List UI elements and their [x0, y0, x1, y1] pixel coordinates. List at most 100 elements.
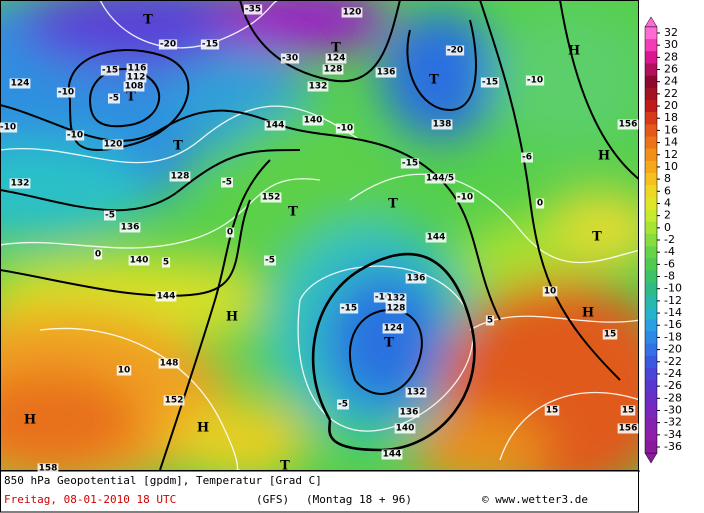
contour-label: 144 — [383, 450, 402, 460]
colorbar-label: 12 — [664, 148, 678, 161]
contour-label: 136 — [377, 68, 396, 78]
pressure-center: T — [388, 197, 398, 212]
colorbar-swatch — [645, 173, 657, 186]
contour-label: 144/5 — [426, 174, 454, 184]
contour-label: 152 — [165, 396, 184, 406]
label-background — [400, 158, 420, 169]
label-background — [65, 130, 85, 141]
pressure-center: H — [24, 413, 36, 428]
label-background — [542, 286, 558, 297]
label-background — [302, 115, 324, 126]
contour-label: 144 — [157, 292, 176, 302]
colorbar-label: 4 — [664, 196, 671, 209]
label-background — [617, 423, 639, 434]
colorbar-swatch — [645, 258, 657, 271]
label-background — [431, 119, 453, 130]
colorbar-swatch — [645, 392, 657, 405]
colorbar-swatch — [645, 124, 657, 137]
contour-label: 132 — [309, 82, 328, 92]
footer-date: Freitag, 08-01-2010 18 UTC — [4, 493, 176, 506]
colorbar-label: -12 — [664, 294, 682, 307]
label-background — [405, 273, 427, 284]
colorbar-swatch — [645, 416, 657, 430]
colorbar-swatch — [645, 270, 657, 283]
colorbar-label: -14 — [664, 306, 682, 319]
label-background — [169, 171, 191, 182]
label-background — [445, 45, 465, 56]
contour-label: -10 — [58, 88, 74, 98]
label-background — [385, 303, 407, 314]
colorbar-swatch — [645, 185, 657, 198]
colorbar-label: -18 — [664, 330, 682, 343]
footer-title: 850 hPa Geopotential [gpdm], Temperatur … — [4, 474, 322, 487]
footer-model: (GFS) — [256, 493, 289, 506]
contour-label: -5 — [109, 94, 119, 104]
label-background — [424, 173, 456, 184]
footer-frame — [0, 470, 639, 513]
colorbar-label: 24 — [664, 75, 678, 88]
contour-label: 132 — [407, 388, 426, 398]
label-background — [163, 395, 185, 406]
label-background — [37, 463, 59, 474]
contour-label: -5 — [338, 400, 348, 410]
label-background — [104, 210, 116, 221]
label-background — [521, 152, 533, 163]
colorbar-label: 26 — [664, 63, 678, 76]
label-background — [375, 67, 397, 78]
label-background — [102, 139, 124, 150]
label-background — [381, 449, 403, 460]
colorbar-label: -34 — [664, 428, 682, 441]
contour-label: 128 — [171, 172, 190, 182]
colorbar-swatch — [645, 355, 657, 369]
colorbar: 32302826242220181614121086420-2-4-6-8-10… — [644, 16, 682, 464]
contour-label: -10 — [457, 193, 473, 203]
pressure-center: T — [173, 139, 183, 154]
pressure-center: T — [288, 205, 298, 220]
colorbar-swatch — [645, 26, 657, 40]
label-background — [617, 119, 639, 130]
contour-label: 124 — [384, 324, 403, 334]
colorbar-swatch — [645, 343, 657, 356]
contour-label: -15 — [341, 304, 357, 314]
colorbar-label: 0 — [664, 221, 671, 234]
colorbar-label: -2 — [664, 233, 675, 246]
colorbar-swatch — [645, 63, 657, 76]
temperature-field — [1, 1, 638, 470]
contour-label: 136 — [121, 223, 140, 233]
label-background — [620, 405, 636, 416]
colorbar-swatch — [645, 331, 657, 344]
contour-label: 148 — [160, 359, 179, 369]
label-background — [335, 123, 355, 134]
colorbar-label: -30 — [664, 403, 682, 416]
pressure-center: T — [331, 41, 341, 56]
contour-label: -10 — [67, 131, 83, 141]
pressure-center: T — [384, 336, 394, 351]
colorbar-swatch — [645, 99, 657, 113]
label-background — [425, 232, 447, 243]
label-background — [225, 227, 235, 238]
pressure-center: H — [598, 149, 610, 164]
label-background — [455, 192, 475, 203]
colorbar-swatch — [645, 428, 657, 442]
label-background — [56, 87, 76, 98]
contour-label: 152 — [262, 193, 281, 203]
contour-label: -20 — [447, 46, 463, 56]
label-background — [264, 255, 276, 266]
pressure-center: T — [280, 459, 290, 474]
colorbar-label: -8 — [664, 270, 675, 283]
label-background — [9, 78, 31, 89]
colorbar-swatch — [645, 51, 657, 64]
label-background — [123, 81, 145, 92]
contour-label: 132 — [387, 294, 406, 304]
contour-label: 0 — [227, 228, 233, 238]
colorbar-label: 8 — [664, 172, 671, 185]
label-background — [382, 323, 404, 334]
label-background — [93, 249, 103, 260]
label-background — [264, 120, 286, 131]
label-background — [243, 4, 263, 15]
colorbar-label: -32 — [664, 416, 682, 429]
colorbar-swatch — [645, 75, 657, 89]
contour-label: 10 — [544, 287, 557, 297]
label-background — [0, 122, 18, 133]
